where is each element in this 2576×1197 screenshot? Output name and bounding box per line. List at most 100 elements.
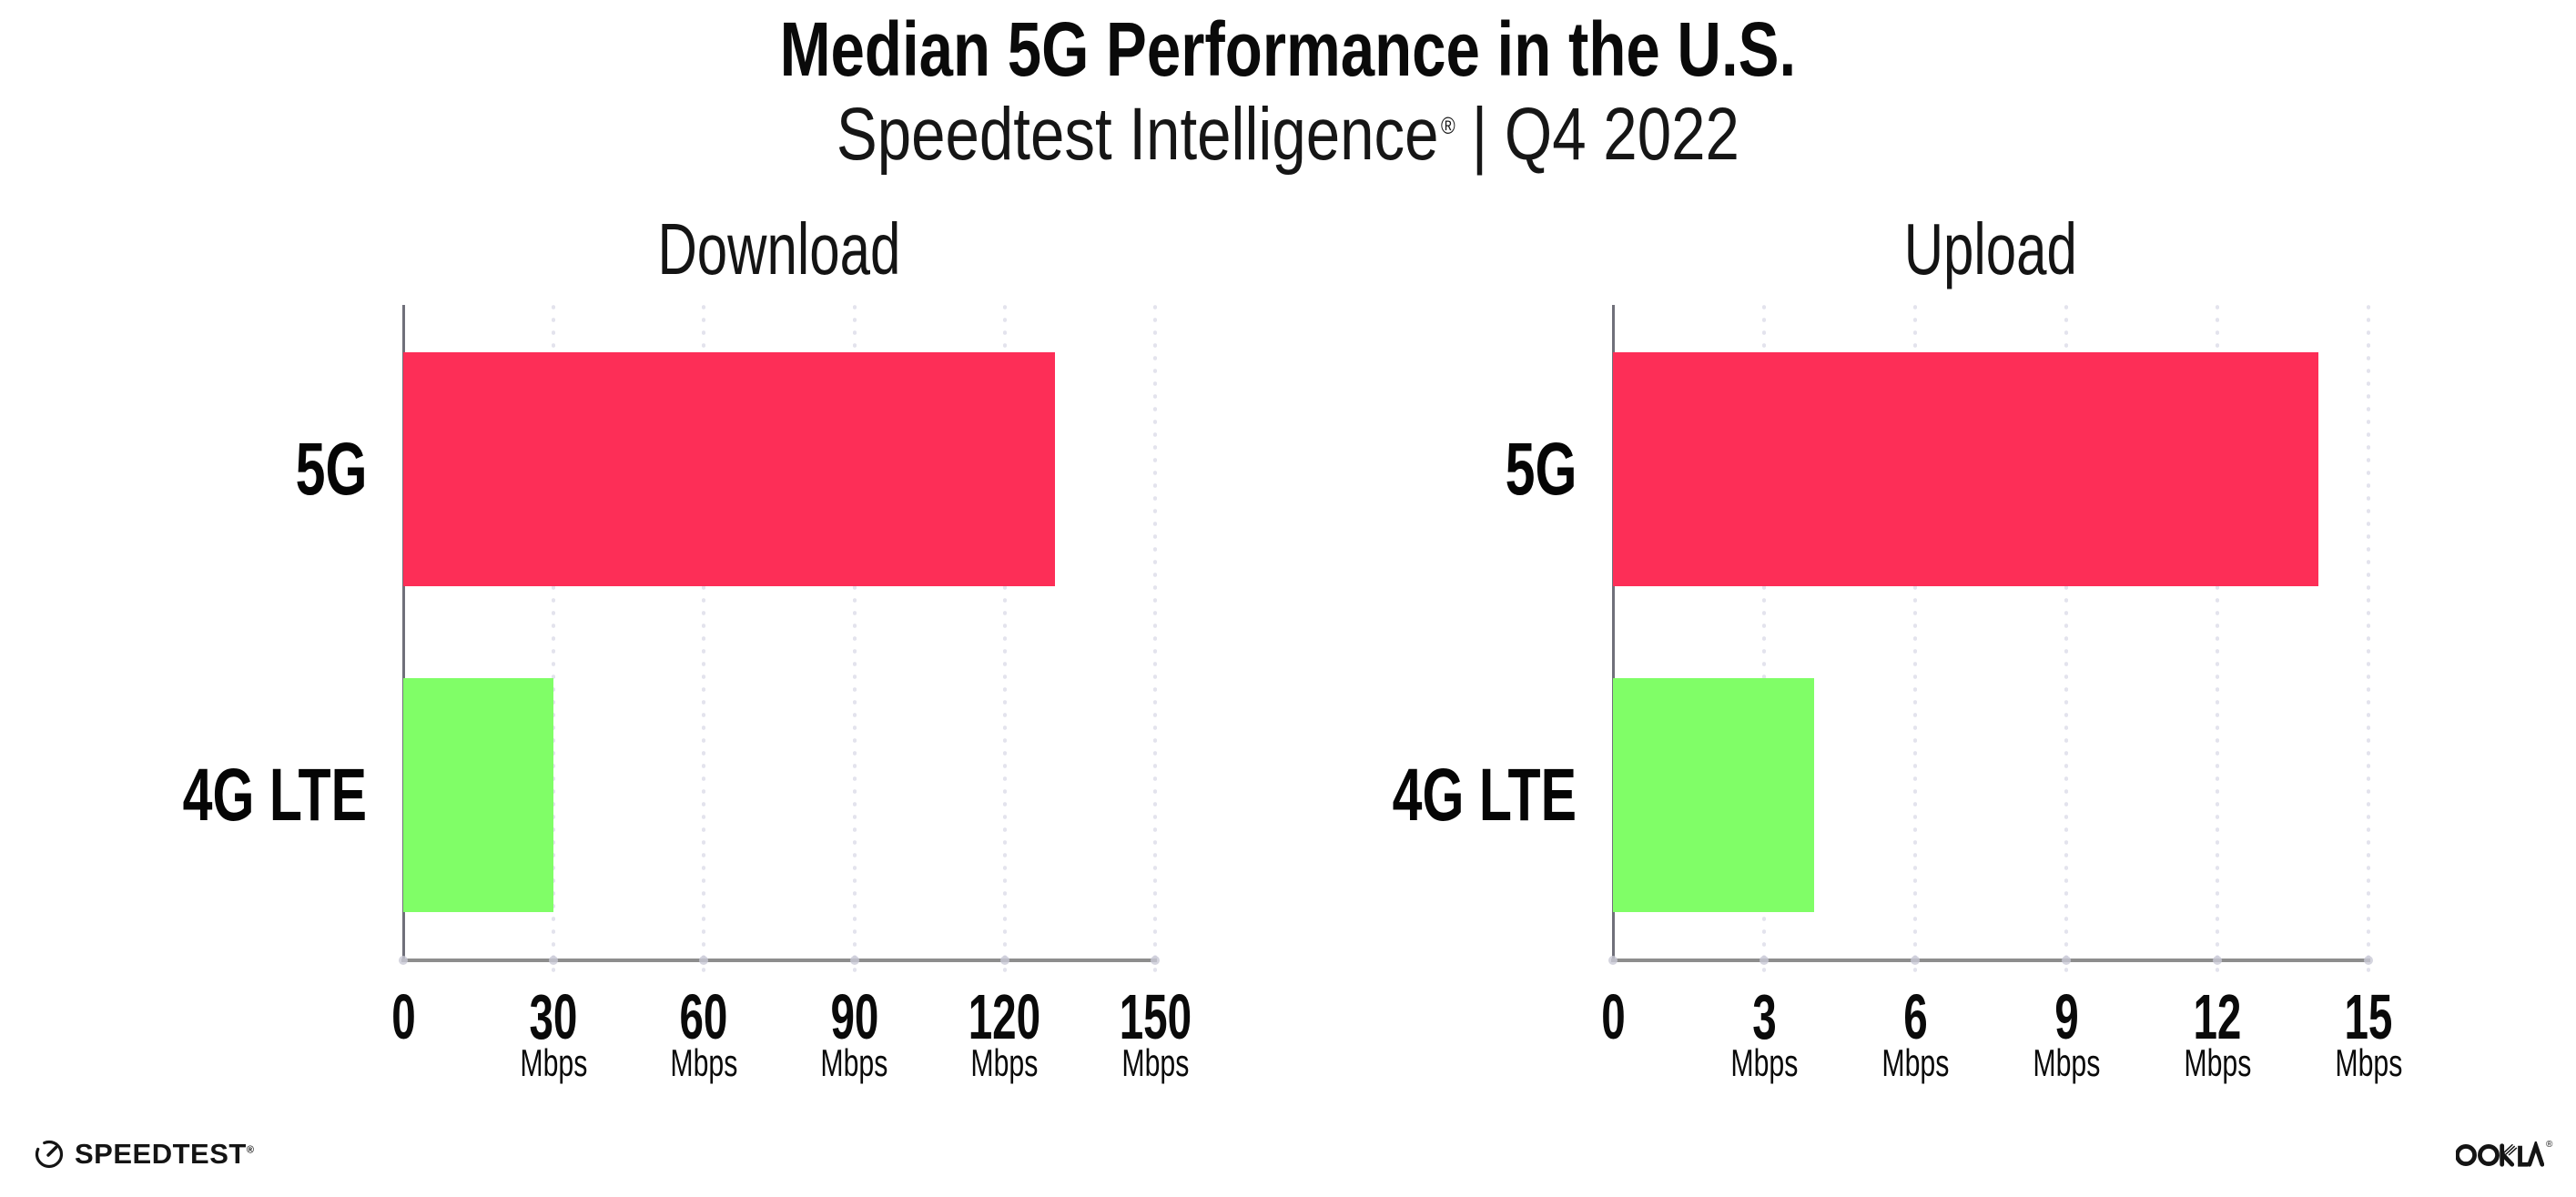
axis-tick-dot-upload-12	[2213, 956, 2222, 965]
tick-unit-text: Mbps	[970, 1041, 1039, 1084]
chart-title-download: Download	[267, 212, 1292, 287]
row-label-text: 5G	[295, 427, 367, 511]
row-label-download-5g: 5G	[0, 352, 367, 586]
tick-unit-upload-6: Mbps	[1833, 1043, 1997, 1083]
tick-unit-text: Mbps	[1121, 1041, 1189, 1084]
speedtest-logo: SPEEDTEST®	[33, 1138, 254, 1171]
gridline-download-120	[1002, 305, 1007, 972]
row-label-text: 5G	[1505, 427, 1577, 511]
tick-label-download-60: 60	[622, 985, 786, 1049]
tick-unit-upload-9: Mbps	[1984, 1043, 2148, 1083]
row-label-download-4g-lte: 4G LTE	[0, 678, 367, 912]
y-axis-line-upload	[1611, 305, 1615, 961]
gridline-upload-3	[1762, 305, 1766, 972]
gridline-upload-15	[2367, 305, 2370, 972]
tick-unit-text: Mbps	[2335, 1041, 2402, 1084]
axis-tick-dot-upload-15	[2364, 956, 2373, 965]
gridline-upload-6	[1913, 305, 1917, 972]
subtitle-product: Speedtest Intelligence	[836, 93, 1439, 176]
tick-label-text: 9	[2054, 981, 2079, 1052]
tick-label-download-0: 0	[321, 985, 485, 1049]
gridline-download-30	[552, 305, 556, 972]
axis-tick-dot-download-60	[699, 956, 709, 965]
row-label-upload-4g-lte: 4G LTE	[1194, 678, 1577, 912]
bar-upload-4g-lte	[1613, 678, 1815, 912]
tick-label-upload-12: 12	[2135, 985, 2299, 1049]
page-title: Median 5G Performance in the U.S.	[0, 7, 2576, 91]
subtitle: Speedtest Intelligence® | Q4 2022	[0, 93, 2576, 177]
row-label-text: 4G LTE	[182, 753, 367, 837]
gridline-download-90	[852, 305, 857, 972]
tick-label-text: 60	[679, 981, 728, 1052]
speedtest-gauge-icon	[35, 1140, 64, 1169]
gridline-upload-12	[2216, 305, 2219, 972]
tick-label-text: 12	[2193, 981, 2242, 1052]
tick-unit-download-90: Mbps	[773, 1043, 937, 1083]
tick-unit-text: Mbps	[520, 1041, 588, 1084]
subtitle-text: Speedtest Intelligence® | Q4 2022	[837, 93, 1739, 177]
registered-trademark-icon: ®	[1441, 111, 1455, 139]
tick-unit-text: Mbps	[2033, 1041, 2100, 1084]
chart-title-text: Upload	[1903, 208, 2078, 289]
row-label-text: 4G LTE	[1392, 753, 1577, 837]
x-axis-line-download	[401, 959, 1157, 962]
gridline-download-60	[702, 305, 706, 972]
tick-label-text: 120	[969, 981, 1041, 1052]
tick-unit-text: Mbps	[1730, 1041, 1798, 1084]
row-label-upload-5g: 5G	[1194, 352, 1577, 586]
tick-label-text: 6	[1902, 981, 1928, 1052]
tick-label-upload-9: 9	[1984, 985, 2148, 1049]
tick-label-download-30: 30	[472, 985, 635, 1049]
tick-label-upload-3: 3	[1682, 985, 1846, 1049]
bar-upload-5g	[1613, 352, 2318, 586]
tick-unit-download-60: Mbps	[622, 1043, 786, 1083]
y-axis-line-download	[401, 305, 405, 961]
tick-label-text: 30	[529, 981, 578, 1052]
tick-unit-download-120: Mbps	[923, 1043, 1087, 1083]
page-title-text: Median 5G Performance in the U.S.	[779, 6, 1797, 92]
tick-unit-text: Mbps	[1881, 1041, 1949, 1084]
axis-tick-dot-upload-3	[1760, 956, 1769, 965]
tick-unit-text: Mbps	[670, 1041, 738, 1084]
axis-tick-dot-upload-6	[1911, 956, 1920, 965]
tick-unit-text: Mbps	[2184, 1041, 2251, 1084]
tick-label-text: 0	[1600, 981, 1626, 1052]
ookla-wordmark-icon	[2456, 1141, 2544, 1167]
chart-title-upload: Upload	[1476, 212, 2505, 287]
ookla-logo: ®	[2456, 1140, 2553, 1169]
gridline-upload-9	[2064, 305, 2068, 972]
tick-label-download-150: 150	[1073, 985, 1237, 1049]
tick-label-text: 15	[2344, 981, 2393, 1052]
tick-label-text: 90	[830, 981, 879, 1052]
ookla-registered-icon: ®	[2546, 1140, 2553, 1150]
subtitle-period: | Q4 2022	[1471, 93, 1739, 176]
tick-label-download-90: 90	[773, 985, 937, 1049]
axis-tick-dot-upload-9	[2062, 956, 2071, 965]
tick-label-download-120: 120	[923, 985, 1087, 1049]
tick-label-upload-6: 6	[1833, 985, 1997, 1049]
tick-label-text: 0	[390, 981, 416, 1052]
bar-download-5g	[403, 352, 1055, 586]
tick-label-text: 150	[1119, 981, 1192, 1052]
axis-tick-dot-download-0	[399, 956, 408, 965]
speedtest-wordmark-text: SPEEDTEST	[75, 1138, 247, 1170]
tick-unit-upload-15: Mbps	[2287, 1043, 2450, 1083]
speedtest-registered-icon: ®	[246, 1144, 255, 1156]
axis-tick-dot-download-30	[549, 956, 559, 965]
tick-unit-upload-3: Mbps	[1682, 1043, 1846, 1083]
tick-label-text: 3	[1751, 981, 1777, 1052]
tick-unit-download-150: Mbps	[1073, 1043, 1237, 1083]
gridline-download-150	[1153, 305, 1157, 972]
axis-tick-dot-download-120	[999, 956, 1009, 965]
chart-title-text: Download	[657, 208, 901, 289]
tick-unit-upload-12: Mbps	[2135, 1043, 2299, 1083]
bar-download-4g-lte	[403, 678, 554, 912]
tick-unit-text: Mbps	[820, 1041, 888, 1084]
tick-label-upload-15: 15	[2287, 985, 2450, 1049]
tick-label-upload-0: 0	[1531, 985, 1695, 1049]
speedtest-wordmark: SPEEDTEST®	[75, 1138, 254, 1171]
axis-tick-dot-download-150	[1151, 956, 1160, 965]
x-axis-line-upload	[1611, 959, 2370, 962]
axis-tick-dot-download-90	[849, 956, 859, 965]
